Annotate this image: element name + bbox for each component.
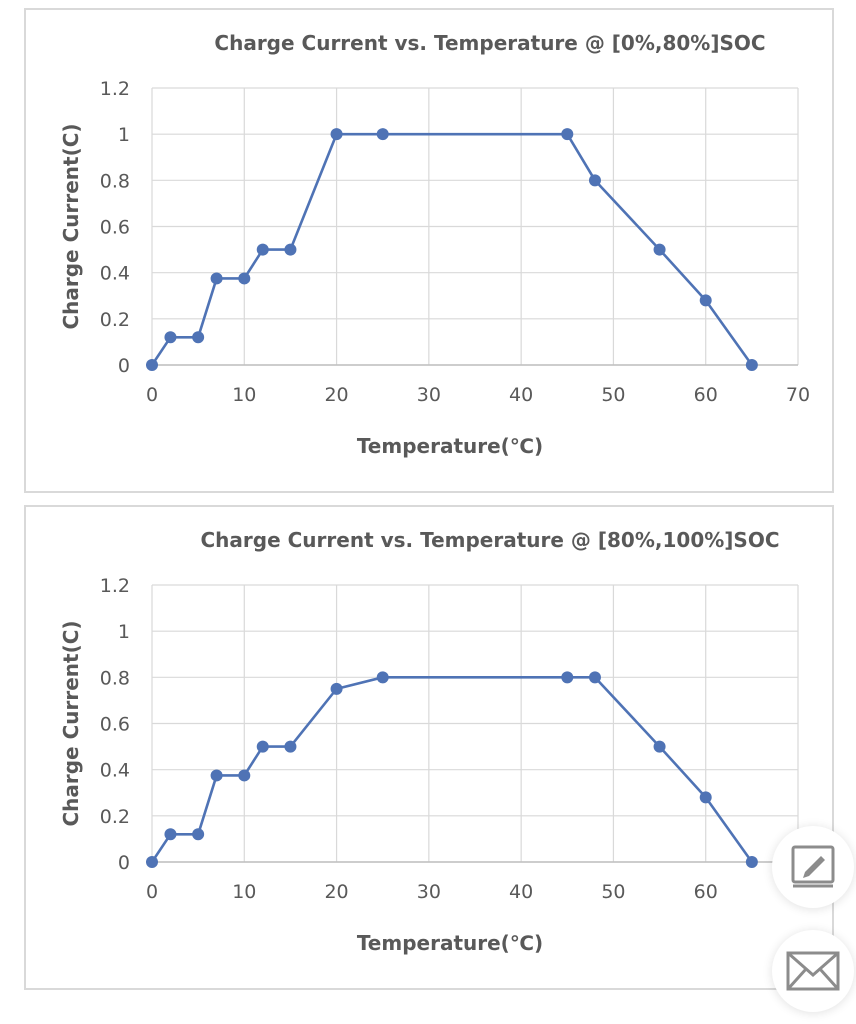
data-point	[588, 671, 601, 684]
data-point	[653, 243, 666, 256]
data-point	[164, 331, 177, 344]
chart-card-0-80-soc: Charge Current vs. Temperature @ [0%,80%…	[24, 8, 834, 493]
data-point	[284, 740, 297, 753]
x-tick-label: 20	[324, 881, 348, 903]
data-point	[192, 828, 205, 841]
chart-title: Charge Current vs. Temperature @ [0%,80%…	[214, 31, 765, 55]
edit-pencil-icon	[791, 845, 835, 888]
chart-title: Charge Current vs. Temperature @ [80%,10…	[201, 528, 780, 552]
x-tick-label: 40	[509, 881, 533, 903]
y-tick-label: 1	[118, 124, 130, 146]
x-tick-label: 0	[146, 881, 158, 903]
data-point	[146, 359, 158, 371]
x-tick-label: 70	[786, 384, 810, 406]
x-tick-label: 40	[509, 384, 533, 406]
data-point	[330, 682, 343, 695]
chart-80-100-soc: Charge Current vs. Temperature @ [80%,10…	[59, 528, 810, 955]
series-line	[150, 132, 753, 366]
y-axis-label: Charge Current(C)	[59, 620, 83, 826]
data-point	[256, 243, 269, 256]
data-point	[653, 740, 666, 753]
y-tick-label: 0	[118, 852, 130, 874]
x-tick-label: 20	[324, 384, 348, 406]
x-tick-label: 10	[232, 384, 256, 406]
y-tick-label: 0.8	[100, 667, 130, 689]
data-point	[330, 128, 343, 141]
data-point	[745, 856, 758, 868]
data-point	[588, 174, 601, 187]
x-tick-label: 30	[417, 881, 441, 903]
data-point	[192, 331, 205, 344]
data-point	[699, 791, 712, 804]
mail-button[interactable]	[772, 930, 854, 1012]
data-point	[376, 671, 389, 684]
x-tick-label: 60	[694, 384, 718, 406]
y-tick-label: 1	[118, 621, 130, 643]
data-point	[238, 272, 251, 285]
y-axis-label: Charge Current(C)	[59, 123, 83, 329]
x-axis-label: Temperature(℃)	[357, 434, 543, 458]
y-tick-label: 0.8	[100, 170, 130, 192]
y-tick-label: 0.6	[100, 217, 130, 239]
x-tick-label: 30	[417, 384, 441, 406]
y-tick-label: 0.4	[100, 760, 130, 782]
data-point	[164, 828, 177, 841]
x-tick-label: 0	[146, 384, 158, 406]
chart-0-80-soc: Charge Current vs. Temperature @ [0%,80%…	[59, 31, 810, 458]
y-tick-label: 0.4	[100, 263, 130, 285]
x-tick-label: 50	[601, 881, 625, 903]
data-point	[699, 294, 712, 307]
x-tick-label: 10	[232, 881, 256, 903]
y-tick-label: 0.6	[100, 714, 130, 736]
x-tick-label: 50	[601, 384, 625, 406]
y-tick-label: 0	[118, 355, 130, 377]
grid	[151, 584, 799, 863]
y-tick-label: 0.2	[100, 309, 130, 331]
y-tick-label: 0.2	[100, 806, 130, 828]
data-point	[561, 128, 574, 141]
x-axis-label: Temperature(℃)	[357, 931, 543, 955]
edit-button[interactable]	[772, 826, 854, 908]
data-point	[745, 359, 758, 371]
y-tick-label: 1.2	[100, 78, 130, 100]
data-point	[284, 243, 297, 256]
data-point	[256, 740, 269, 753]
mail-envelope-icon	[786, 951, 840, 991]
data-point	[561, 671, 574, 684]
chart-card-80-100-soc: Charge Current vs. Temperature @ [80%,10…	[24, 505, 834, 990]
data-point	[238, 769, 251, 782]
y-tick-label: 1.2	[100, 575, 130, 597]
data-point	[210, 769, 223, 782]
data-point	[146, 856, 158, 868]
series-line	[150, 676, 753, 863]
grid	[151, 87, 799, 366]
data-point	[376, 128, 389, 141]
x-tick-label: 60	[694, 881, 718, 903]
data-point	[210, 272, 223, 285]
